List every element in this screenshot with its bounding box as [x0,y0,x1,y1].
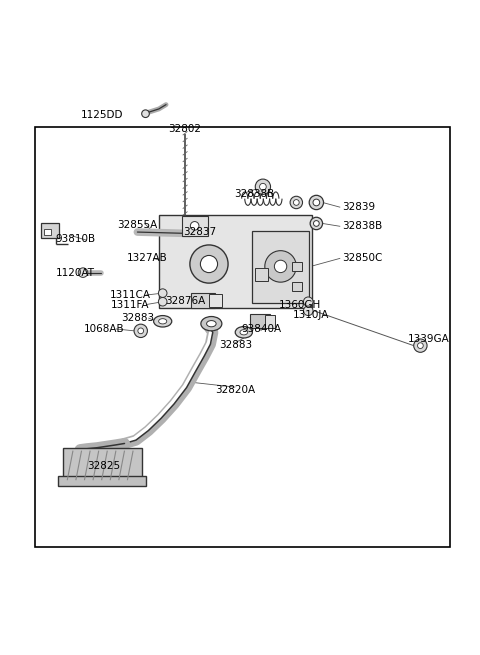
Text: 1311FA: 1311FA [111,299,149,310]
Text: 1360GH: 1360GH [278,300,321,310]
Ellipse shape [154,316,172,327]
Circle shape [303,297,313,307]
Ellipse shape [206,320,216,327]
Text: 1339GA: 1339GA [408,335,449,345]
Text: 1327AB: 1327AB [127,253,168,263]
Text: 32839: 32839 [343,202,376,212]
Circle shape [414,339,427,352]
Bar [182,216,208,236]
Ellipse shape [240,329,248,335]
Bar [255,269,268,281]
Circle shape [313,221,319,227]
Circle shape [260,183,266,190]
Text: 32838B: 32838B [343,221,383,231]
Text: 32876A: 32876A [165,296,205,307]
Ellipse shape [201,316,222,331]
Circle shape [200,255,217,272]
Circle shape [190,245,228,283]
Circle shape [158,297,167,306]
Text: 93840A: 93840A [241,324,282,334]
Text: 32850C: 32850C [343,253,383,263]
Circle shape [309,195,324,210]
Bar [44,229,50,235]
Circle shape [265,251,296,282]
Text: 32825: 32825 [87,461,120,471]
Text: 32820A: 32820A [215,384,255,394]
Circle shape [78,268,88,277]
Ellipse shape [235,327,252,338]
Circle shape [310,217,323,230]
Text: 32838B: 32838B [234,189,275,199]
Bar [159,215,312,309]
Bar [292,282,302,291]
Circle shape [290,196,302,209]
Circle shape [158,289,167,297]
Circle shape [255,179,271,195]
Text: 32883: 32883 [219,340,252,350]
Bar [63,448,142,483]
Bar [209,294,222,307]
Bar [35,127,450,547]
Bar [58,476,146,486]
Circle shape [142,110,149,117]
Text: 32855A: 32855A [117,220,157,230]
Text: 1125DD: 1125DD [81,110,123,120]
Text: 1068AB: 1068AB [84,324,124,334]
Bar [265,315,276,328]
Circle shape [313,199,320,206]
Ellipse shape [158,319,167,324]
Circle shape [418,343,423,348]
Circle shape [303,306,313,316]
Text: 1120AT: 1120AT [56,268,95,278]
Bar [40,223,59,238]
Text: 1311CA: 1311CA [110,290,151,300]
Bar [252,231,309,303]
Circle shape [293,200,299,205]
Text: 32802: 32802 [168,124,202,134]
Text: 1310JA: 1310JA [292,310,329,320]
Text: 93810B: 93810B [55,234,96,244]
Circle shape [191,221,199,230]
Bar [250,314,270,328]
Bar [292,261,302,271]
Circle shape [275,260,287,272]
Circle shape [134,324,147,337]
Text: 32883: 32883 [121,313,154,323]
Circle shape [138,328,144,333]
Text: 32837: 32837 [183,227,216,237]
Bar [192,293,215,309]
